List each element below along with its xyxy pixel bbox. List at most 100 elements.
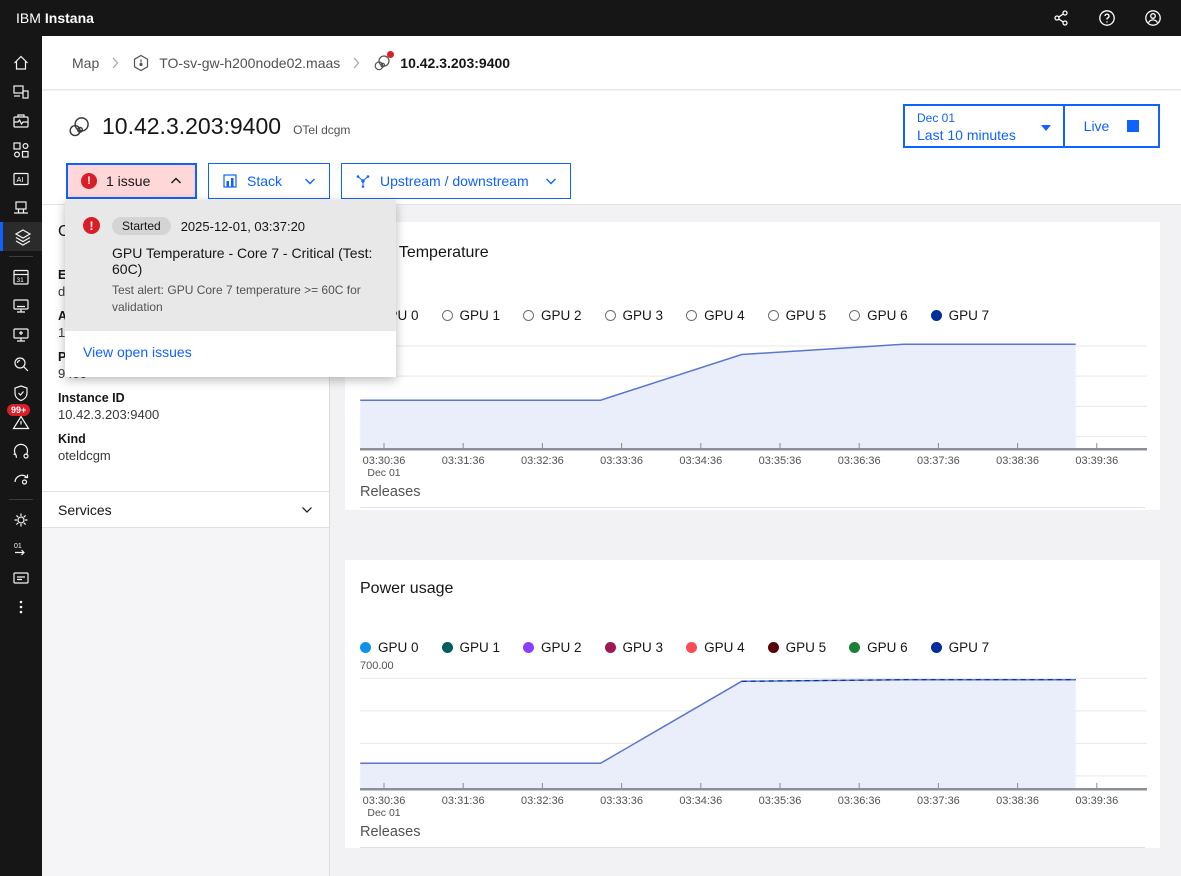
share-icon[interactable] [1051, 8, 1071, 28]
breadcrumb-entity[interactable]: 10.42.3.203:9400 [400, 55, 510, 71]
chevron-down-icon [304, 177, 316, 185]
nav-calendar-dashboard[interactable]: 31 [0, 262, 42, 291]
chevron-right-icon [352, 57, 360, 69]
legend-label: GPU 0 [378, 640, 419, 655]
svg-text:03:39:36: 03:39:36 [1075, 795, 1118, 807]
nav-overflow[interactable] [0, 592, 42, 621]
nav-home[interactable] [0, 48, 42, 77]
nav-security[interactable] [0, 378, 42, 407]
power-usage-card: Power usage GPU 0GPU 1GPU 2GPU 3GPU 4GPU… [345, 560, 1160, 848]
svg-text:03:35:36: 03:35:36 [759, 795, 802, 807]
upstream-downstream-button[interactable]: Upstream / downstream [341, 163, 571, 199]
issue-timestamp: 2025-12-01, 03:37:20 [181, 219, 305, 234]
time-range-picker[interactable]: Dec 01 Last 10 minutes [903, 104, 1065, 148]
legend-dot-filled [768, 642, 779, 653]
issue-critical-icon: ! [83, 217, 100, 234]
svg-text:31: 31 [17, 277, 25, 284]
issue-status-badge: Started [112, 217, 171, 235]
help-icon[interactable] [1097, 8, 1117, 28]
breadcrumb: Map TO-sv-gw-h200node02.maas 10.42.3.203… [42, 36, 1181, 90]
chevron-right-icon [111, 57, 119, 69]
legend-item[interactable]: GPU 3 [605, 640, 664, 655]
services-icon [11, 140, 31, 160]
entity-type-label: OTel dcgm [293, 123, 350, 140]
host-icon [131, 53, 151, 73]
legend-label: GPU 2 [541, 640, 582, 655]
nav-automation[interactable] [0, 436, 42, 465]
nav-settings[interactable] [0, 505, 42, 534]
legend-dot-filled [849, 642, 860, 653]
user-avatar-icon[interactable] [1143, 8, 1163, 28]
entity-header: 10.42.3.203:9400 OTel dcgm Dec 01 Last 1… [42, 91, 1181, 205]
view-open-issues-link[interactable]: View open issues [83, 344, 192, 360]
services-label: Services [58, 502, 112, 518]
issue-popup-body[interactable]: ! Started 2025-12-01, 03:37:20 GPU Tempe… [65, 200, 396, 331]
live-label: Live [1084, 118, 1110, 134]
legend-item[interactable]: GPU 0 [360, 640, 419, 655]
legend-item[interactable]: GPU 2 [523, 308, 582, 323]
breadcrumb-map[interactable]: Map [72, 55, 99, 71]
otel-entity-icon [372, 53, 392, 73]
chart-plot-area[interactable]: 03:30:36Dec 0103:31:3603:32:3603:33:3603… [360, 672, 1147, 822]
legend-item[interactable]: GPU 5 [768, 640, 827, 655]
upstream-button-label: Upstream / downstream [380, 173, 529, 189]
legend-item[interactable]: GPU 1 [442, 308, 501, 323]
time-range-value: Last 10 minutes [917, 127, 1051, 143]
svg-text:03:38:36: 03:38:36 [996, 795, 1039, 807]
nav-infrastructure[interactable] [0, 291, 42, 320]
stack-button[interactable]: Stack [208, 163, 330, 199]
brand-ibm: IBM [16, 10, 41, 26]
legend-label: GPU 7 [949, 640, 990, 655]
nav-events[interactable]: 99+ [0, 407, 42, 436]
nav-infrastructure-analytics[interactable] [0, 320, 42, 349]
billing-icon [11, 568, 31, 588]
services-section-toggle[interactable]: Services [42, 492, 329, 528]
legend-label: GPU 3 [623, 308, 664, 323]
nav-billing[interactable] [0, 563, 42, 592]
nav-analytics[interactable] [0, 349, 42, 378]
svg-text:01: 01 [14, 543, 22, 550]
svg-text:03:31:36: 03:31:36 [442, 455, 485, 467]
nav-services[interactable] [0, 135, 42, 164]
breadcrumb-host[interactable]: TO-sv-gw-h200node02.maas [159, 55, 340, 71]
issue-description: Test alert: GPU Core 7 temperature >= 60… [112, 282, 384, 316]
legend-dot-filled [523, 642, 534, 653]
nav-integrations[interactable]: 01 [0, 534, 42, 563]
legend-item[interactable]: GPU 4 [686, 640, 745, 655]
legend-dot-filled [442, 642, 453, 653]
releases-row[interactable]: Releases [360, 484, 1145, 508]
nav-stack-selected[interactable] [0, 222, 42, 251]
nav-divider [9, 256, 33, 257]
legend-item[interactable]: GPU 6 [849, 308, 908, 323]
legend-item[interactable]: GPU 2 [523, 640, 582, 655]
releases-row[interactable]: Releases [360, 824, 1145, 848]
legend-item[interactable]: GPU 7 [931, 640, 990, 655]
live-toggle-button[interactable]: Live [1065, 104, 1160, 148]
nav-calibrate[interactable] [0, 465, 42, 494]
svg-text:03:35:36: 03:35:36 [759, 455, 802, 467]
nav-ai[interactable]: AI [0, 164, 42, 193]
svg-text:03:32:36: 03:32:36 [521, 455, 564, 467]
nav-applications[interactable] [0, 106, 42, 135]
legend-item[interactable]: GPU 1 [442, 640, 501, 655]
legend-item[interactable]: GPU 7 [931, 308, 990, 323]
nav-platforms[interactable] [0, 193, 42, 222]
brand-logo[interactable]: IBMInstana [16, 10, 94, 26]
legend-item[interactable]: GPU 5 [768, 308, 827, 323]
field-label: Kind [58, 432, 313, 446]
home-icon [11, 53, 31, 73]
svg-text:03:34:36: 03:34:36 [679, 455, 722, 467]
nav-custom-dashboards[interactable] [0, 77, 42, 106]
svg-text:03:30:36: 03:30:36 [363, 795, 406, 807]
chevron-up-icon [170, 177, 182, 185]
chart-plot-area[interactable]: 03:30:36Dec 0103:31:3603:32:3603:33:3603… [360, 340, 1147, 482]
chevron-down-icon [301, 506, 313, 514]
legend-item[interactable]: GPU 4 [686, 308, 745, 323]
legend-label: GPU 1 [460, 640, 501, 655]
legend-dot-hollow [523, 310, 534, 321]
legend-dot-hollow [768, 310, 779, 321]
issues-button[interactable]: ! 1 issue [66, 163, 197, 199]
legend-item[interactable]: GPU 3 [605, 308, 664, 323]
svg-text:03:31:36: 03:31:36 [442, 795, 485, 807]
legend-item[interactable]: GPU 6 [849, 640, 908, 655]
